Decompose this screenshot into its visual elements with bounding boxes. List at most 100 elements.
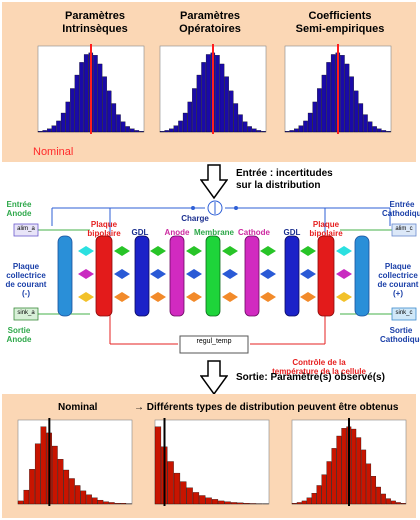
histogram-bar xyxy=(125,126,130,133)
histogram-bar xyxy=(247,126,252,133)
histogram-bar xyxy=(321,74,327,133)
histogram-bar xyxy=(341,428,347,505)
histogram-bar xyxy=(390,500,396,505)
histogram-bar xyxy=(371,476,377,505)
histogram-bar xyxy=(196,74,202,133)
heading-intrinsic: Paramètres Intrinsèques xyxy=(62,10,128,35)
histogram-bar xyxy=(60,112,66,133)
histogram-bar xyxy=(363,114,368,133)
plaque-collectrice-minus-label: Plaque collectrice de courant (-) xyxy=(5,262,47,298)
histogram-bar xyxy=(134,130,140,133)
histogram-bar xyxy=(51,125,57,133)
histogram-bar xyxy=(261,131,266,133)
histogram-bar xyxy=(37,131,43,133)
histogram-bar xyxy=(386,498,391,505)
histogram-bar xyxy=(243,503,250,505)
histogram-bar xyxy=(102,76,107,133)
nominal-label-top: Nominal xyxy=(33,146,74,158)
histogram-bar xyxy=(358,103,364,133)
histogram-bar xyxy=(307,112,313,133)
alim-c-box[interactable]: alim_c xyxy=(395,226,413,232)
histogram-operational xyxy=(159,44,267,134)
histogram-bar xyxy=(164,130,169,133)
plaque-collectrice-plus-label: Plaque collectrice de courant (+) xyxy=(377,262,419,298)
histogram-bar xyxy=(381,493,386,505)
histogram-bar xyxy=(154,426,162,505)
alim-a-box[interactable]: alim_a xyxy=(17,226,35,232)
histogram-bar xyxy=(306,497,312,505)
histogram-bar xyxy=(366,463,372,505)
histogram-bar xyxy=(120,121,126,133)
histogram-bar xyxy=(351,428,357,505)
down-arrow-icon xyxy=(200,360,228,396)
histogram-bar xyxy=(330,54,336,133)
histogram-bar xyxy=(173,472,181,505)
histogram-bar xyxy=(120,503,127,505)
histogram-bar xyxy=(69,478,75,505)
histogram-output-normal xyxy=(291,418,407,506)
histogram-bar xyxy=(219,63,225,133)
histogram-bar xyxy=(395,502,401,505)
histogram-bar xyxy=(116,114,121,133)
histogram-bar xyxy=(65,101,71,133)
histogram-bar xyxy=(400,503,406,505)
histogram-bar xyxy=(23,489,30,505)
histogram-bar xyxy=(205,54,211,133)
heading-operational: Paramètres Opératoires xyxy=(179,10,241,35)
histogram-bar xyxy=(228,90,234,133)
regul-temp-box[interactable]: regul_temp xyxy=(196,338,232,345)
histogram-bar xyxy=(367,121,373,133)
histogram-bar xyxy=(97,499,104,505)
histogram-bar xyxy=(40,426,47,505)
histogram-bar xyxy=(83,54,89,133)
histogram-bar xyxy=(331,448,337,505)
histogram-bar xyxy=(182,112,188,133)
histogram-bar xyxy=(311,493,317,505)
histogram-bar xyxy=(294,128,299,133)
histogram-bar xyxy=(381,130,387,133)
output-observed-text: Sortie: Paramètre(s) observé(s) xyxy=(236,372,385,383)
histogram-bar xyxy=(74,74,80,133)
histogram-bar xyxy=(252,128,257,133)
histogram-bar xyxy=(159,131,165,133)
histogram-bar xyxy=(79,62,84,133)
histogram-bar xyxy=(74,485,81,505)
sink-c-box[interactable]: sink_c xyxy=(395,310,413,316)
histogram-bar xyxy=(97,63,103,133)
histogram-bar xyxy=(376,486,381,505)
histogram-bar xyxy=(386,131,391,133)
histogram-bar xyxy=(103,501,109,505)
fuel-cell-diagram xyxy=(13,200,417,354)
histogram-bar xyxy=(233,103,239,133)
histogram-bar xyxy=(340,55,345,133)
histogram-semi-empirical xyxy=(284,44,392,134)
input-uncertainty-text: Entrée : incertitudes sur la distributio… xyxy=(236,168,333,191)
histogram-bar xyxy=(192,88,197,133)
connector-row-bottom xyxy=(78,292,352,302)
plaque-bipolaire-right-label: Plaque bipolaire xyxy=(309,220,343,238)
histogram-bar xyxy=(298,125,304,133)
histogram-bar xyxy=(326,461,332,505)
connector-row-middle xyxy=(78,269,352,279)
histogram-bar xyxy=(70,88,75,133)
histogram-intrinsic xyxy=(37,44,145,134)
histogram-bar xyxy=(296,502,302,505)
histogram-bar xyxy=(356,437,362,505)
sink-a-box[interactable]: sink_a xyxy=(17,310,35,316)
histogram-bar xyxy=(303,120,308,133)
histogram-bar xyxy=(238,114,243,133)
connector-row-top xyxy=(78,246,352,256)
histogram-bar xyxy=(187,101,193,133)
histogram-bar xyxy=(326,62,331,133)
histogram-bar xyxy=(91,497,98,505)
nominal-label-bottom: Nominal xyxy=(58,402,98,413)
histogram-bar xyxy=(169,128,174,133)
charge-label: Charge xyxy=(181,214,209,223)
histogram-bar xyxy=(178,120,183,133)
histogram-bar xyxy=(230,502,238,505)
histogram-bar xyxy=(211,499,219,505)
histogram-bar xyxy=(86,494,92,505)
histogram-bar xyxy=(56,120,61,133)
histogram-bar xyxy=(237,502,244,505)
histogram-bar xyxy=(29,469,35,505)
